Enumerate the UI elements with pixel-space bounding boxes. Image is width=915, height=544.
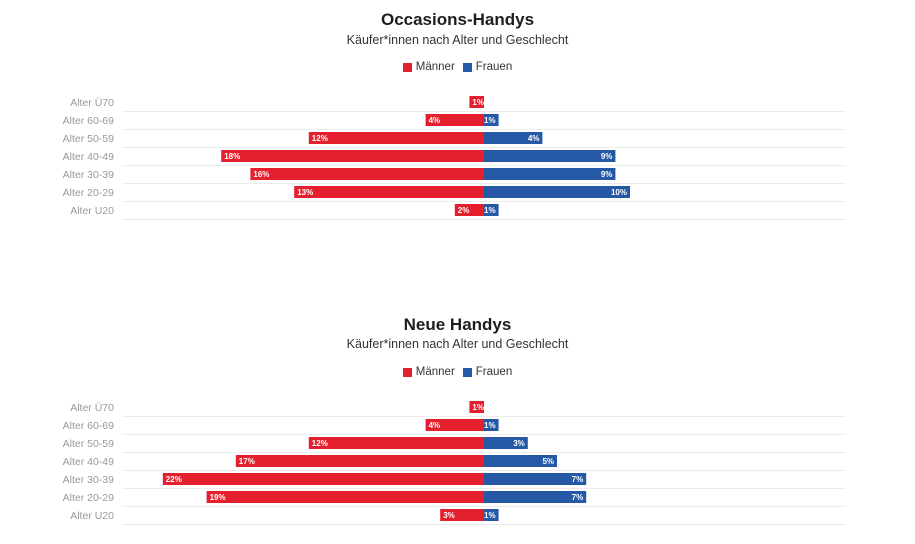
legend-swatch-frauen — [462, 62, 472, 72]
bar-frauen — [484, 473, 587, 485]
bar-label-frauen: 7% — [572, 493, 584, 502]
category-label: Alter 30-39 — [63, 474, 115, 486]
bar-label-maenner: 1% — [472, 98, 484, 107]
bar-frauen — [484, 114, 499, 126]
bar-label-frauen: 5% — [542, 457, 554, 466]
bar-label-frauen: 9% — [601, 170, 613, 179]
bar-maenner — [425, 419, 484, 431]
chart-subtitle: Käufer*innen nach Alter und Geschlecht — [346, 337, 569, 351]
legend: Männer Frauen — [0, 61, 915, 73]
bar-label-frauen: 9% — [601, 152, 613, 161]
bar-maenner — [250, 168, 484, 180]
legend-swatch-frauen — [462, 367, 472, 377]
bar-label-maenner: 4% — [429, 116, 441, 125]
legend-label: Frauen — [475, 366, 513, 378]
category-label: Alter 20-29 — [63, 187, 115, 199]
bar-label-frauen: 3% — [513, 439, 525, 448]
bar-frauen — [484, 132, 543, 144]
chart-plot: Alter Ü70 1% Alter 60-69 4% 1% Alter 50-59 12%… — [63, 401, 846, 525]
legend-item-maenner[interactable]: Männer — [402, 366, 455, 378]
bar-frauen — [484, 455, 557, 467]
bar-label-frauen: 4% — [528, 134, 540, 143]
legend-item-maenner[interactable]: Männer — [402, 61, 455, 73]
chart-occasions-handys: Occasions-Handys Käufer*innen nach Alter… — [0, 0, 915, 260]
bar-label-maenner: 19% — [210, 493, 226, 502]
bar-label-frauen: 1% — [484, 206, 496, 215]
legend-swatch-maenner — [402, 62, 412, 72]
legend-swatch-maenner — [402, 367, 412, 377]
chart-subtitle: Käufer*innen nach Alter und Geschlecht — [346, 33, 569, 47]
legend-item-frauen[interactable]: Frauen — [462, 61, 513, 73]
bar-label-maenner: 13% — [297, 188, 313, 197]
bar-maenner — [206, 491, 484, 503]
bar-label-maenner: 12% — [312, 134, 328, 143]
bar-label-maenner: 4% — [429, 421, 441, 430]
chart-plot: Alter Ü70 1% Alter 60-69 4% 1% Alter 50-59 12%… — [63, 96, 846, 220]
bar-frauen — [484, 186, 630, 198]
bar-frauen — [484, 419, 499, 431]
bar-label-frauen: 1% — [484, 511, 496, 520]
category-label: Alter 40-49 — [63, 151, 115, 163]
bar-label-maenner: 2% — [458, 206, 470, 215]
chart-title: Neue Handys — [403, 315, 512, 334]
bar-maenner — [469, 401, 484, 413]
bar-label-maenner: 3% — [443, 511, 455, 520]
bar-label-maenner: 22% — [166, 475, 182, 484]
legend-label: Frauen — [475, 61, 513, 73]
category-label: Alter 40-49 — [63, 456, 115, 468]
bar-frauen — [484, 150, 616, 162]
bar-maenner — [454, 204, 484, 216]
category-label: Alter U20 — [70, 205, 114, 217]
bar-maenner — [221, 150, 484, 162]
bar-label-maenner: 12% — [312, 439, 328, 448]
bar-maenner — [425, 114, 484, 126]
category-label: Alter 50-59 — [63, 133, 115, 145]
chart-title: Occasions-Handys — [380, 10, 535, 29]
bar-frauen — [484, 509, 499, 521]
category-label: Alter 20-29 — [63, 492, 115, 504]
bar-maenner — [162, 473, 485, 485]
bar-label-frauen: 1% — [484, 421, 496, 430]
legend-label: Männer — [415, 366, 455, 378]
category-label: Alter 60-69 — [63, 420, 115, 432]
bar-frauen — [484, 204, 499, 216]
bar-frauen — [484, 491, 587, 503]
bar-maenner — [308, 132, 484, 144]
bar-label-maenner: 18% — [224, 152, 240, 161]
bar-label-maenner: 16% — [253, 170, 269, 179]
category-label: Alter 60-69 — [63, 115, 115, 127]
legend-item-frauen[interactable]: Frauen — [462, 366, 513, 378]
bar-frauen — [484, 168, 616, 180]
category-label: Alter 50-59 — [63, 438, 115, 450]
bar-maenner — [235, 455, 484, 467]
bar-label-maenner: 1% — [472, 403, 484, 412]
category-label: Alter 30-39 — [63, 169, 115, 181]
bar-label-frauen: 7% — [572, 475, 584, 484]
bar-maenner — [308, 437, 484, 449]
bar-label-frauen: 1% — [484, 116, 496, 125]
category-label: Alter Ü70 — [70, 402, 114, 414]
bar-label-maenner: 17% — [239, 457, 255, 466]
bar-maenner — [440, 509, 484, 521]
bar-label-frauen: 10% — [611, 188, 627, 197]
legend-label: Männer — [415, 61, 455, 73]
category-label: Alter U20 — [70, 510, 114, 522]
legend: Männer Frauen — [0, 366, 915, 378]
bar-maenner — [469, 96, 484, 108]
bar-frauen — [484, 437, 528, 449]
category-label: Alter Ü70 — [70, 97, 114, 109]
bar-maenner — [294, 186, 484, 198]
